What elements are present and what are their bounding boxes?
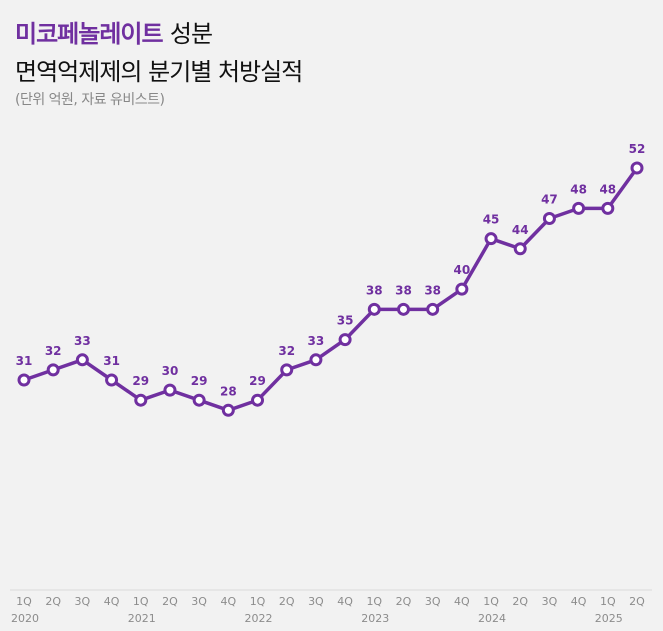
data-point	[17, 373, 31, 387]
data-label: 38	[395, 283, 412, 297]
x-tick-label: 4Q	[220, 595, 236, 608]
data-point	[251, 393, 265, 407]
x-tick-label: 3Q	[542, 595, 558, 608]
x-tick-label: 4Q	[337, 595, 353, 608]
data-label: 32	[278, 344, 295, 358]
x-tick-label: 3Q	[425, 595, 441, 608]
x-tick-label: 4Q	[454, 595, 470, 608]
data-point	[426, 302, 440, 316]
data-point	[309, 353, 323, 367]
title-highlight: 미코페놀레이트	[15, 20, 164, 48]
data-point	[163, 383, 177, 397]
data-label: 28	[220, 384, 237, 398]
x-tick-label: 3Q	[75, 595, 91, 608]
x-tick-label: 2Q	[396, 595, 412, 608]
chart-subtitle: (단위 억원, 자료 유비스트)	[15, 92, 165, 108]
data-point	[601, 201, 615, 215]
data-point	[455, 282, 469, 296]
series-line	[23, 166, 639, 413]
x-year-label: 2024	[478, 612, 506, 625]
data-label: 33	[74, 334, 91, 348]
data-point	[75, 353, 89, 367]
data-point	[192, 393, 206, 407]
data-label: 29	[249, 374, 266, 388]
data-label: 29	[132, 374, 149, 388]
data-point	[105, 373, 119, 387]
x-tick-label: 3Q	[191, 595, 207, 608]
x-tick-label: 2Q	[162, 595, 178, 608]
data-label: 44	[512, 223, 529, 237]
x-tick-label: 1Q	[16, 595, 32, 608]
data-label: 45	[483, 213, 500, 227]
title-rest: 성분	[169, 20, 213, 48]
data-label: 32	[45, 344, 62, 358]
data-point	[221, 403, 235, 417]
x-year-label: 2025	[595, 612, 623, 625]
data-label: 38	[366, 283, 383, 297]
data-label: 33	[308, 334, 325, 348]
data-point	[396, 302, 410, 316]
x-tick-label: 2Q	[512, 595, 528, 608]
x-tick-label: 2Q	[45, 595, 61, 608]
data-label: 48	[570, 182, 587, 196]
x-tick-label: 3Q	[308, 595, 324, 608]
data-label: 38	[424, 283, 441, 297]
x-year-label: 2022	[245, 612, 273, 625]
data-point	[134, 393, 148, 407]
data-label: 29	[191, 374, 208, 388]
x-tick-label: 4Q	[104, 595, 120, 608]
data-point	[572, 201, 586, 215]
chart-title: 미코페놀레이트 성분	[15, 14, 213, 49]
x-tick-label: 1Q	[600, 595, 616, 608]
data-label: 52	[629, 142, 646, 156]
data-point	[46, 363, 60, 377]
data-label: 30	[162, 364, 179, 378]
data-label: 35	[337, 314, 354, 328]
x-tick-label: 1Q	[483, 595, 499, 608]
data-point	[280, 363, 294, 377]
data-label: 31	[103, 354, 120, 368]
data-point	[513, 242, 527, 256]
data-point	[338, 333, 352, 347]
x-year-label: 2020	[11, 612, 39, 625]
data-label: 40	[454, 263, 471, 277]
data-label: 47	[541, 192, 558, 206]
x-tick-label: 1Q	[133, 595, 149, 608]
data-label: 48	[599, 182, 616, 196]
x-tick-label: 2Q	[279, 595, 295, 608]
x-tick-label: 4Q	[571, 595, 587, 608]
data-point	[367, 302, 381, 316]
data-point	[484, 232, 498, 246]
data-point	[630, 161, 644, 175]
data-point	[542, 211, 556, 225]
data-label: 31	[16, 354, 33, 368]
x-year-label: 2021	[128, 612, 156, 625]
x-tick-label: 1Q	[250, 595, 266, 608]
chart-title-line2: 면역억제제의 분기별 처방실적	[15, 58, 303, 86]
x-tick-label: 1Q	[366, 595, 382, 608]
x-year-label: 2023	[361, 612, 389, 625]
x-tick-label: 2Q	[629, 595, 645, 608]
